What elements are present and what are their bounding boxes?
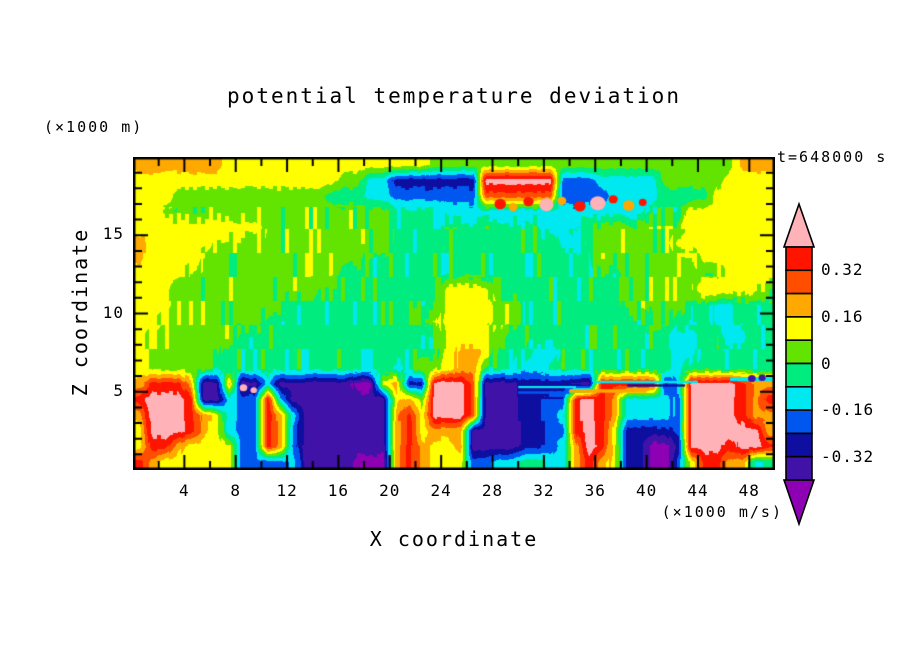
colorbar-cell-0 [785,246,813,272]
x-tick-label-12: 12 [276,481,298,500]
colorbar-label--0.32: -0.32 [821,446,875,466]
contour-plot [133,157,775,470]
colorbar-cell-3 [785,316,813,342]
colorbar-label--0.16: -0.16 [821,400,875,420]
colorbar-arrow-top [782,201,816,248]
colorbar [782,201,816,527]
y-tick-label-5: 5 [113,380,124,400]
colorbar-cell-6 [785,386,813,411]
colorbar-cell-9 [785,455,813,481]
y-tick-label-10: 10 [102,302,124,322]
x-axis-label: X coordinate [369,527,539,551]
x-tick-label-32: 32 [533,481,555,500]
x-tick-label-8: 8 [230,481,242,500]
x-tick-label-48: 48 [738,481,760,500]
x-tick-label-28: 28 [481,481,504,500]
colorbar-label-0.32: 0.32 [821,260,864,280]
colorbar-cell-7 [785,409,813,435]
x-tick-label-20: 20 [379,481,401,500]
chart-title: potential temperature deviation [227,84,681,108]
y-axis-label: Z coordinate [68,227,92,397]
x-tick-label-16: 16 [327,481,350,500]
x-axis-unit: (×1000 m/s) [661,503,783,521]
x-tick-label-24: 24 [430,481,452,500]
colorbar-arrow-bottom [782,479,816,527]
y-axis-unit: (×1000 m) [44,118,144,136]
colorbar-cell-5 [785,362,813,388]
x-tick-label-4: 4 [179,481,190,500]
colorbar-cell-2 [785,292,813,318]
x-tick-label-36: 36 [584,481,606,500]
colorbar-label-0.16: 0.16 [821,306,864,326]
timestamp-label: t=648000 s [777,148,888,166]
colorbar-cell-1 [785,269,813,295]
y-tick-label-15: 15 [102,224,124,244]
x-tick-label-40: 40 [635,481,658,500]
x-tick-label-44: 44 [687,481,709,500]
colorbar-cell-4 [785,339,813,365]
colorbar-cell-8 [785,432,813,458]
colorbar-label-0: 0 [821,353,832,373]
